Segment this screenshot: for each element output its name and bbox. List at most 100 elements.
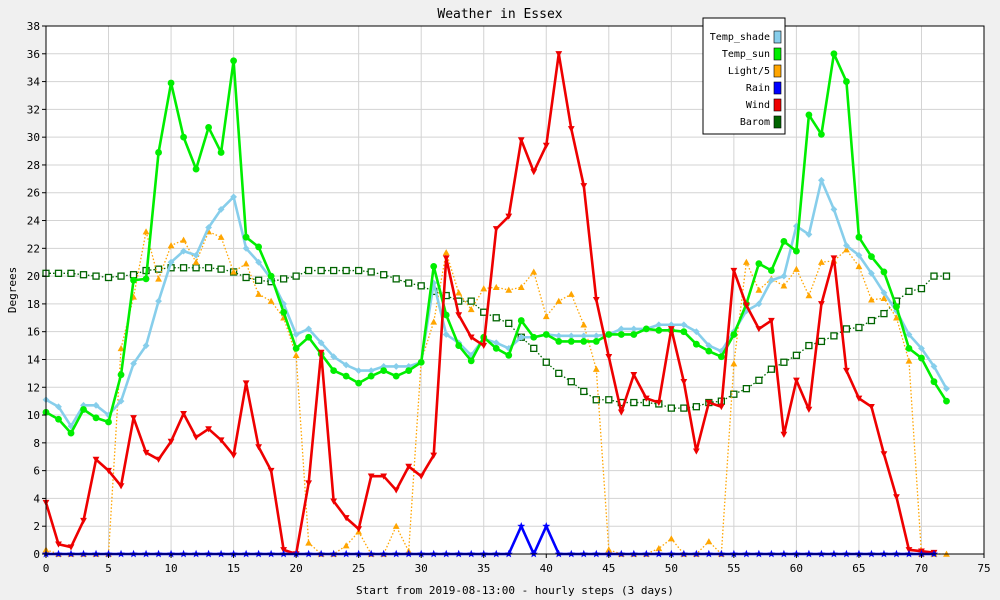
data-point-temp-shade [617, 325, 625, 333]
data-point-temp-shade [843, 242, 850, 249]
x-axis-label: Start from 2019-08-13:00 - hourly steps … [356, 584, 674, 597]
y-tick-label: 36 [27, 48, 40, 61]
data-point-temp-sun [855, 233, 863, 241]
data-point-temp-shade [117, 397, 125, 405]
legend-label-temp-shade: Temp_shade [710, 32, 770, 43]
data-point-wind [755, 326, 763, 333]
data-point-wind [542, 142, 550, 149]
data-point-temp-sun [905, 344, 913, 352]
data-point-temp-sun [843, 78, 850, 85]
data-point-temp-sun [417, 358, 425, 366]
data-point-light-5 [868, 296, 875, 303]
data-point-light-5 [480, 285, 488, 292]
data-point-light-5 [580, 321, 588, 328]
x-tick-label: 70 [915, 562, 928, 575]
data-point-barom [917, 284, 926, 293]
data-point-temp-sun [755, 260, 763, 267]
data-point-temp-shade [780, 272, 788, 280]
data-point-wind [680, 378, 688, 386]
legend-label-rain: Rain [746, 83, 770, 94]
data-point-wind [692, 448, 700, 455]
data-point-temp-sun [680, 328, 688, 336]
data-point-temp-sun [67, 429, 75, 437]
data-point-temp-sun [142, 275, 150, 283]
data-point-barom [179, 264, 188, 272]
x-tick-label: 25 [352, 562, 365, 575]
data-point-wind [893, 494, 900, 501]
data-point-light-5 [217, 233, 225, 240]
y-tick-label: 0 [33, 548, 40, 561]
data-point-temp-shade [92, 401, 100, 409]
y-tick-label: 28 [27, 159, 40, 172]
data-point-light-5 [117, 344, 125, 352]
data-point-temp-shade [167, 258, 175, 266]
data-point-wind [317, 349, 325, 356]
chart-title: Weather in Essex [437, 7, 562, 22]
data-point-temp-sun [617, 331, 625, 338]
data-point-barom [905, 287, 913, 296]
data-point-temp-sun [655, 326, 663, 334]
x-tick-label: 20 [290, 562, 303, 575]
data-point-wind [780, 431, 788, 438]
y-tick-label: 6 [33, 465, 40, 478]
data-point-wind [380, 473, 388, 480]
legend-swatch-light-5 [773, 64, 782, 78]
data-point-wind [155, 456, 162, 463]
data-point-barom [367, 268, 375, 276]
data-point-temp-shade [630, 325, 638, 333]
data-point-barom [742, 385, 751, 393]
legend-label-wind: Wind [746, 100, 770, 111]
data-point-temp-sun [605, 331, 613, 338]
data-point-temp-shade [655, 321, 663, 329]
data-point-wind [868, 403, 875, 411]
data-point-light-5 [567, 290, 575, 297]
data-point-temp-shade [880, 289, 888, 297]
data-point-wind [492, 226, 500, 233]
data-point-temp-sun [267, 272, 275, 280]
data-point-barom [817, 337, 826, 346]
data-point-light-5 [843, 246, 850, 253]
data-point-temp-shade [580, 332, 588, 340]
data-point-temp-sun [943, 397, 950, 405]
data-point-temp-shade [567, 332, 575, 340]
data-point-barom [530, 344, 538, 353]
x-tick-label: 50 [665, 562, 678, 575]
data-point-temp-shade [392, 363, 400, 370]
data-point-wind [367, 473, 375, 480]
data-point-wind [655, 399, 663, 406]
data-point-temp-shade [55, 403, 62, 411]
data-point-wind [430, 452, 438, 459]
legend-swatch-wind [773, 98, 782, 112]
data-point-temp-shade [367, 367, 375, 374]
data-point-barom [217, 265, 225, 273]
data-point-temp-shade [918, 344, 925, 352]
x-tick-label: 60 [790, 562, 803, 575]
legend-swatch-rain [773, 81, 782, 95]
data-point-wind [730, 267, 738, 274]
data-point-wind [517, 137, 525, 144]
data-point-light-5 [818, 258, 825, 265]
data-point-temp-sun [692, 340, 700, 348]
data-point-barom [467, 297, 475, 305]
data-point-wind [467, 334, 475, 341]
data-point-wind [355, 526, 363, 533]
data-point-light-5 [793, 265, 800, 272]
data-point-temp-sun [442, 311, 450, 319]
y-tick-label: 34 [27, 76, 41, 89]
data-point-wind [617, 409, 625, 416]
data-point-temp-sun [367, 372, 375, 380]
data-point-temp-shade [192, 251, 200, 259]
data-point-wind [330, 498, 338, 505]
data-point-barom [880, 309, 888, 318]
y-tick-label: 26 [27, 187, 40, 200]
x-tick-label: 55 [727, 562, 740, 575]
data-point-temp-sun [405, 367, 413, 374]
data-point-light-5 [855, 262, 863, 270]
data-point-temp-sun [305, 333, 313, 341]
data-point-temp-shade [855, 251, 863, 259]
data-point-wind [705, 399, 713, 406]
data-point-light-5 [230, 268, 237, 275]
data-point-light-5 [742, 258, 750, 265]
data-point-light-5 [155, 275, 162, 282]
x-tick-label: 10 [164, 562, 177, 575]
